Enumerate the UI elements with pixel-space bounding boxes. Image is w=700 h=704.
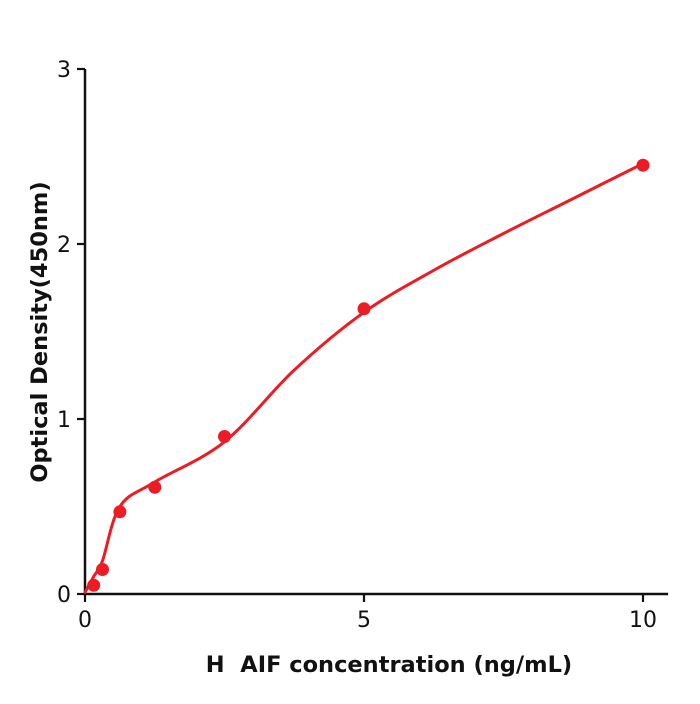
fit-curve [83, 162, 645, 594]
data-point [148, 480, 162, 494]
x-tick-label: 10 [629, 608, 657, 633]
y-tick-label: 1 [57, 408, 71, 433]
y-axis-title: Optical Density(450nm) [27, 181, 53, 482]
data-point [87, 578, 101, 592]
y-tick-label: 3 [57, 58, 71, 83]
axes: 0 1 2 3 0 5 10 [57, 58, 669, 633]
x-tick-label: 0 [78, 608, 92, 633]
data-series [83, 158, 650, 594]
y-tick-label: 0 [57, 583, 71, 608]
y-tick-label: 2 [57, 233, 71, 258]
data-point [218, 430, 231, 443]
data-point [96, 563, 109, 576]
data-point [113, 505, 127, 519]
x-axis-title: H AIF concentration (ng/mL) [206, 652, 572, 678]
data-point [636, 158, 650, 172]
x-tick-label: 5 [357, 608, 371, 633]
data-point [357, 302, 371, 316]
